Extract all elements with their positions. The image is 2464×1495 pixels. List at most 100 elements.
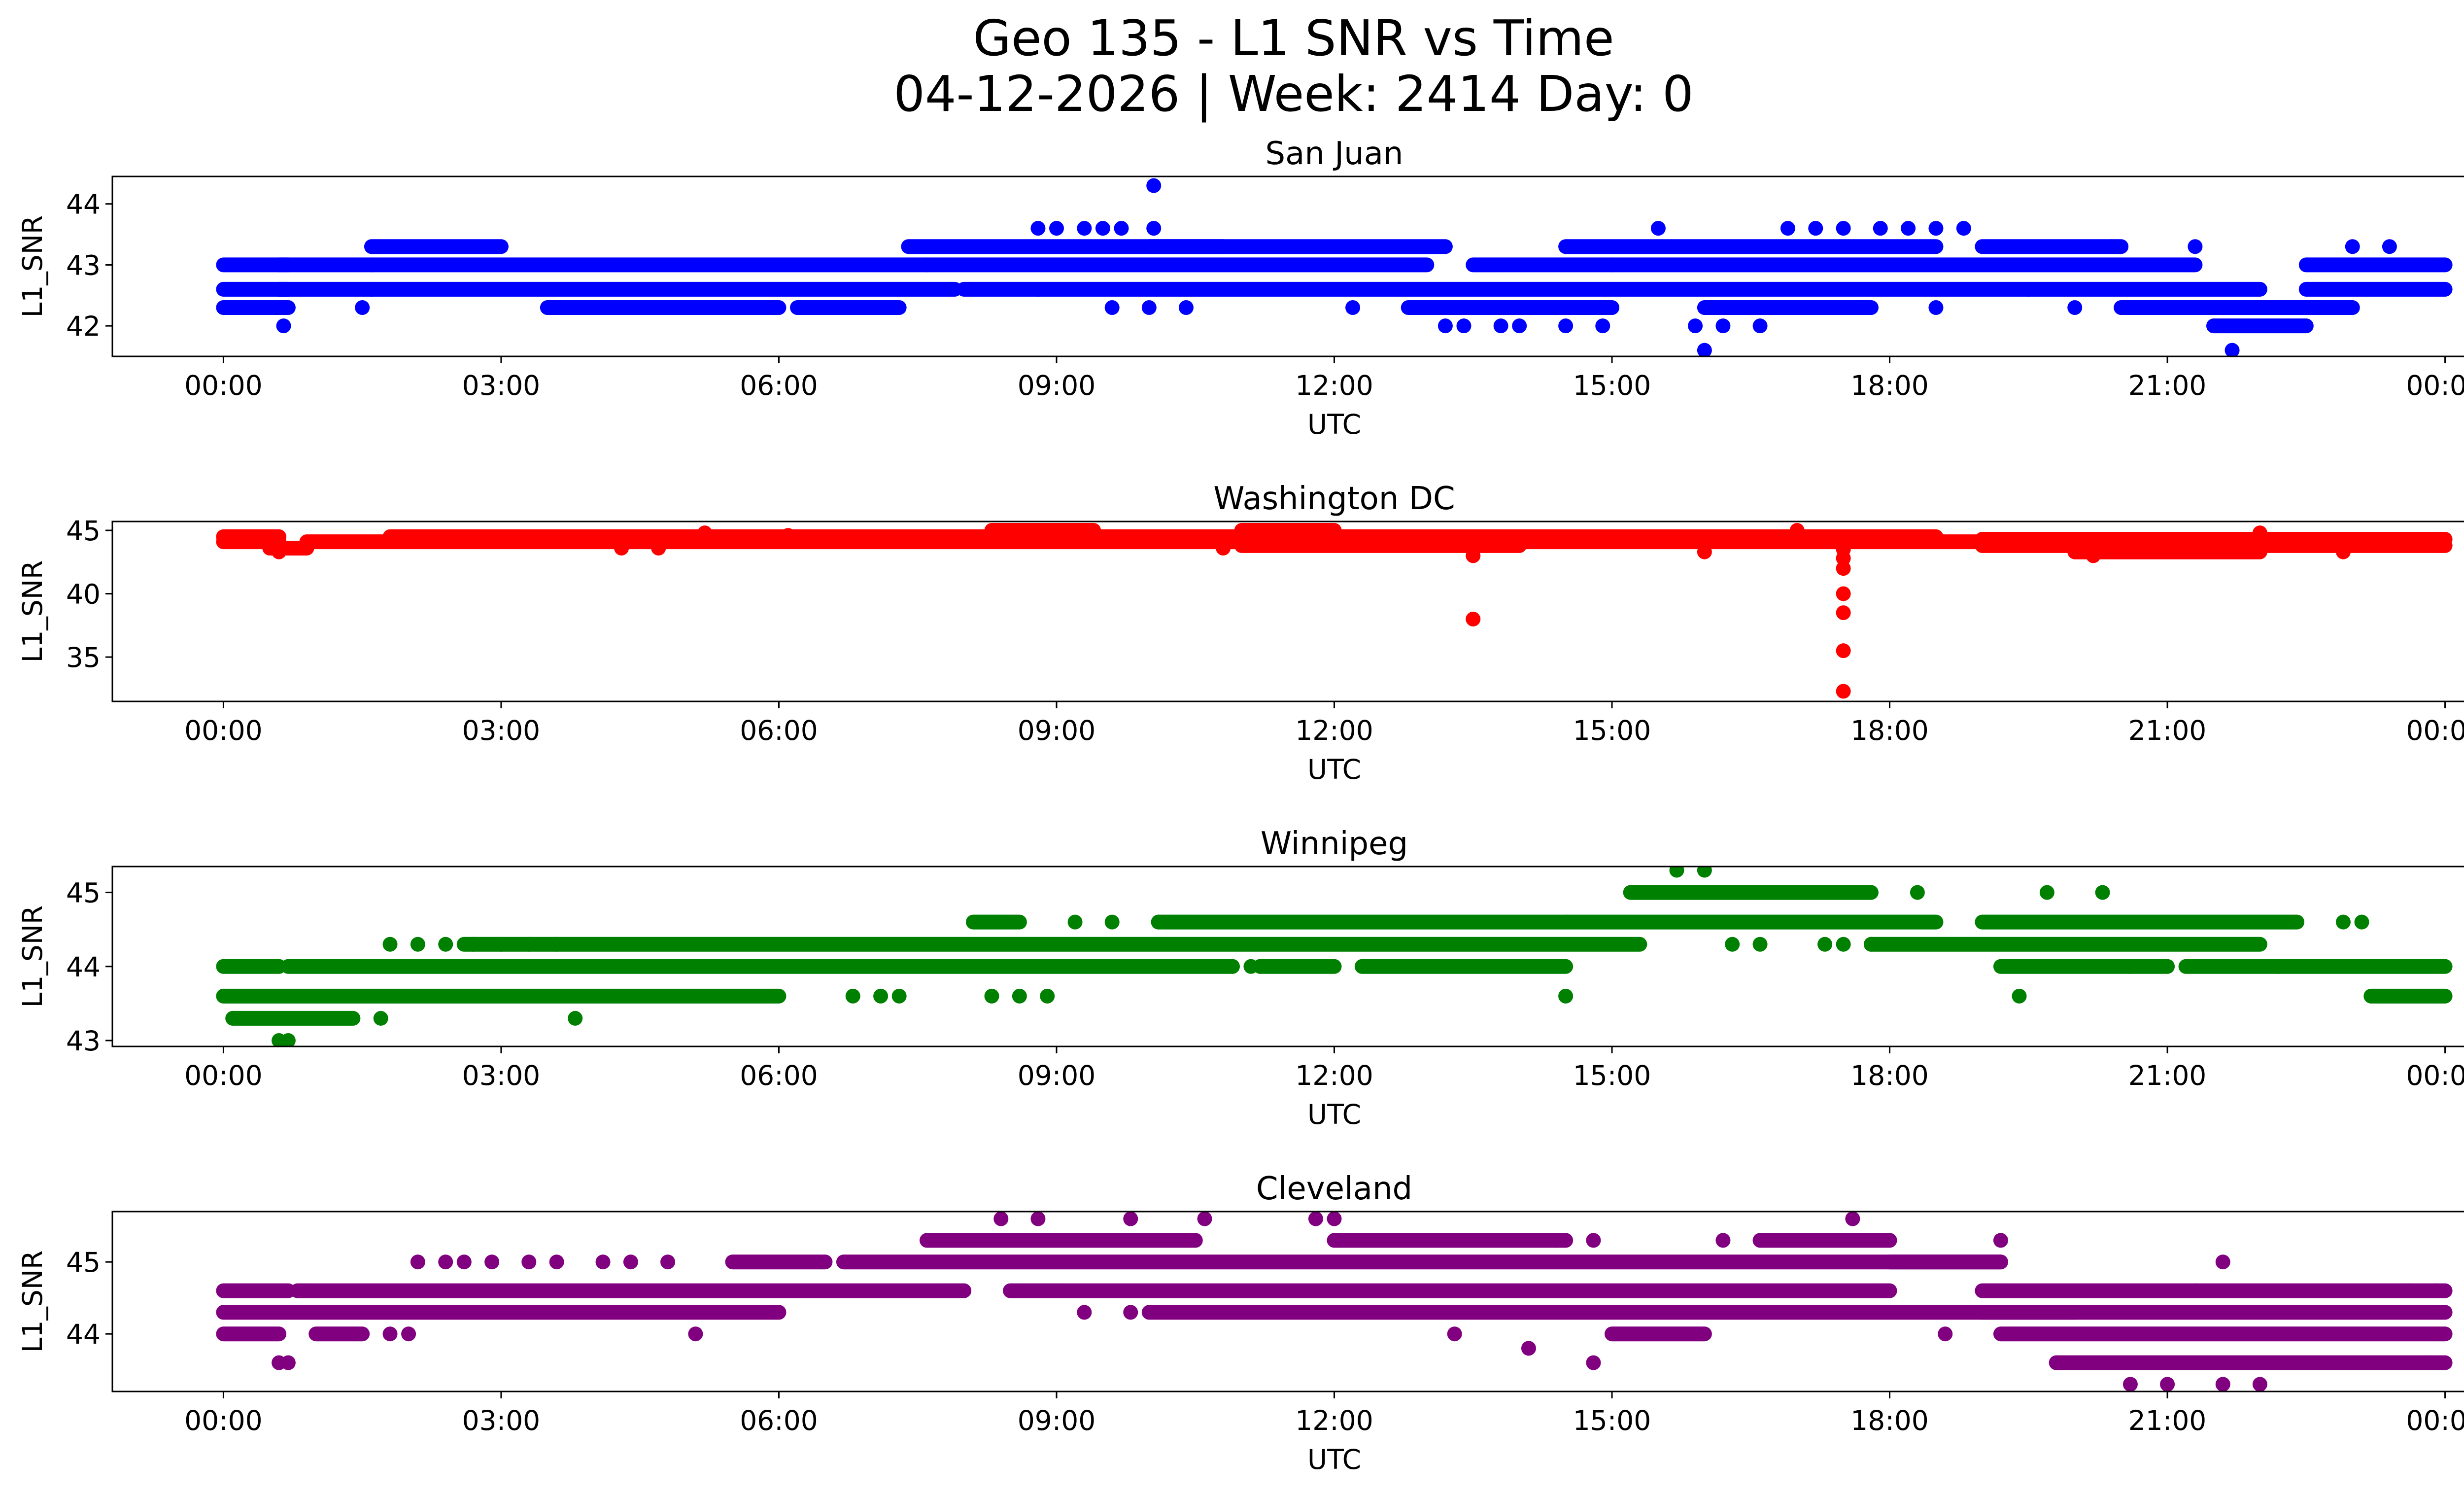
x-tick-label: 15:00	[1573, 715, 1651, 746]
data-point	[1752, 318, 1768, 334]
data-point	[2382, 239, 2397, 254]
data-point	[1447, 1326, 1462, 1342]
data-point	[373, 1010, 388, 1026]
data-point	[1752, 937, 1768, 952]
data-point	[1456, 318, 1472, 334]
data-point	[1178, 300, 1194, 315]
data-point	[1030, 1212, 1046, 1226]
x-tick-label: 15:00	[1573, 1060, 1651, 1091]
data-point	[1650, 221, 1666, 236]
y-axis-label: L1_SNR	[17, 215, 48, 317]
data-point	[2224, 343, 2240, 356]
data-point	[1558, 318, 1574, 334]
x-tick-label: 06:00	[740, 1060, 818, 1091]
data-point	[1104, 300, 1120, 315]
plot-frame	[111, 521, 2464, 702]
data-point	[1197, 1212, 1212, 1226]
chart-panels: San Juan 00:00 03:00 06:00 09:00 12:00 15:00 18…	[17, 136, 2464, 1475]
x-tick-label: 12:00	[1295, 715, 1373, 746]
data-point	[1956, 221, 1971, 236]
data-point	[2104, 239, 2120, 254]
data-series	[216, 1212, 2453, 1391]
data-point	[280, 1033, 296, 1046]
x-tick-label: 00:00	[184, 1405, 263, 1436]
data-point	[1586, 1355, 1601, 1370]
data-point	[1938, 1326, 1953, 1342]
x-tick-label: 21:00	[2128, 1060, 2207, 1091]
data-point	[1928, 221, 1944, 236]
y-tick-label: 43	[66, 1025, 101, 1057]
data-point	[1437, 318, 1453, 334]
panel-washington-dc: Washington DC 00:00 03:00 06:00 09:00 12:00 15…	[17, 481, 2464, 785]
y-tick-label: 45	[66, 1247, 101, 1278]
data-point	[1067, 914, 1083, 930]
x-tick-label: 03:00	[462, 715, 541, 746]
data-point	[1817, 937, 1833, 952]
data-point	[2160, 1377, 2175, 1391]
data-point	[2122, 1377, 2138, 1391]
data-point	[688, 1326, 703, 1342]
data-point	[1688, 318, 1703, 334]
x-tick-label: 00:00	[2406, 1405, 2464, 1436]
data-point	[382, 1326, 398, 1342]
data-point	[1123, 1212, 1138, 1226]
x-tick-label: 00:00	[2406, 1060, 2464, 1091]
y-tick-label: 44	[66, 1319, 101, 1350]
x-tick-label: 03:00	[462, 370, 541, 401]
data-point	[2067, 300, 2083, 315]
data-point	[521, 937, 537, 952]
data-point	[1253, 959, 1268, 974]
data-point	[1836, 561, 1851, 576]
data-point	[2419, 1355, 2434, 1370]
data-point	[280, 1355, 296, 1370]
data-point	[1146, 178, 1162, 193]
data-point	[484, 1254, 500, 1270]
data-point	[1836, 684, 1851, 699]
y-tick-label: 40	[66, 579, 101, 610]
data-point	[1308, 1212, 1323, 1226]
y-tick-label: 44	[66, 951, 101, 983]
data-point	[1077, 221, 1092, 236]
data-point	[549, 1254, 564, 1270]
x-tick-label: 12:00	[1295, 370, 1373, 401]
data-point	[2188, 1283, 2203, 1298]
data-point	[1466, 611, 1481, 626]
data-point	[1077, 1305, 1092, 1320]
panel-cleveland: Cleveland 00:00 03:00 06:00 09:00 12:00 15:00 1…	[17, 1171, 2464, 1475]
data-point	[1225, 959, 1240, 974]
data-point	[438, 1254, 453, 1270]
data-point	[1873, 221, 1888, 236]
panel-title: Washington DC	[1213, 481, 1455, 517]
x-tick-label: 18:00	[1850, 1405, 1929, 1436]
x-tick-label: 06:00	[740, 1405, 818, 1436]
data-point	[2215, 1254, 2230, 1270]
data-point	[2252, 525, 2267, 541]
data-point	[382, 937, 398, 952]
y-axis-label: L1_SNR	[17, 1251, 48, 1353]
data-point	[2215, 1377, 2230, 1391]
data-point	[1345, 300, 1361, 315]
data-point	[2252, 1377, 2267, 1391]
data-point	[493, 937, 509, 952]
y-axis-label: L1_SNR	[17, 905, 48, 1008]
x-tick-label: 00:00	[184, 715, 263, 746]
data-point	[993, 1212, 1009, 1226]
data-point	[1928, 300, 1944, 315]
data-point	[1049, 221, 1064, 236]
data-point	[1660, 885, 1675, 900]
data-point	[614, 540, 629, 556]
data-point	[410, 1254, 425, 1270]
data-point	[2188, 239, 2203, 254]
x-tick-label: 03:00	[462, 1060, 541, 1091]
data-point	[456, 1254, 472, 1270]
data-point	[1863, 937, 1879, 952]
x-tick-label: 09:00	[1018, 370, 1096, 401]
chart-title-line2: 04-12-2026 | Week: 2414 Day: 0	[893, 65, 1693, 123]
data-point	[1216, 540, 1231, 556]
data-point	[1030, 281, 1046, 297]
data-point	[1493, 318, 1508, 334]
data-point	[660, 1254, 676, 1270]
data-point	[568, 1010, 583, 1026]
data-point	[1836, 221, 1851, 236]
